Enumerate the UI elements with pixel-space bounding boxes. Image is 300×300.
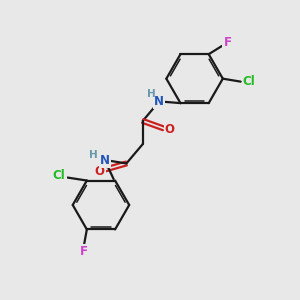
- Text: O: O: [94, 165, 105, 178]
- Text: Cl: Cl: [243, 75, 255, 88]
- Text: F: F: [80, 245, 88, 258]
- Text: N: N: [154, 95, 164, 108]
- Text: O: O: [164, 123, 175, 136]
- Text: N: N: [100, 154, 110, 167]
- Text: F: F: [224, 36, 231, 50]
- Text: H: H: [147, 89, 156, 99]
- Text: Cl: Cl: [53, 169, 66, 182]
- Text: H: H: [89, 150, 98, 160]
